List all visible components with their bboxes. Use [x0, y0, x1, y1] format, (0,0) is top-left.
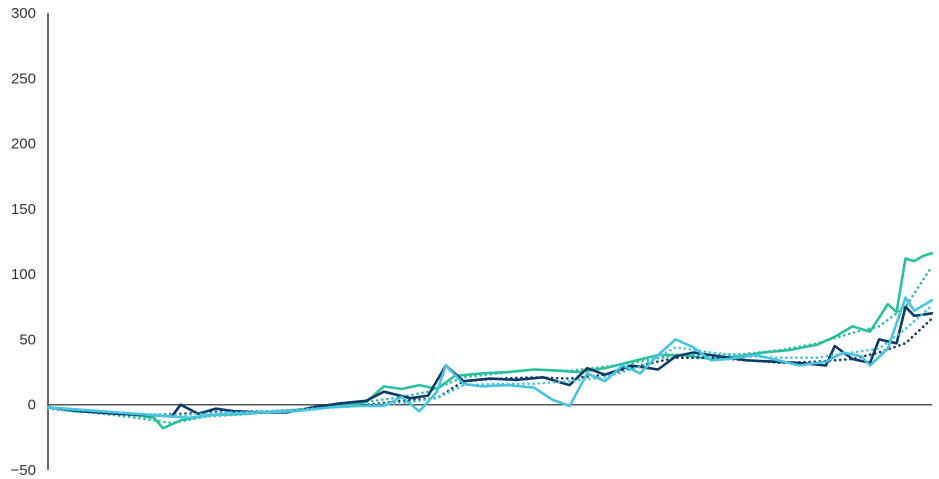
y-tick-label: 250	[11, 70, 36, 87]
y-tick-labels: 300 250 200 150 100 50 0 −50	[11, 5, 36, 479]
y-tick-label: −50	[11, 462, 36, 479]
series-line-3	[46, 305, 934, 418]
series-lines	[46, 252, 934, 430]
y-tick-label: 50	[19, 331, 36, 348]
y-tick-label: 100	[11, 266, 36, 283]
series-line-2	[46, 264, 934, 425]
series-line-1	[46, 252, 934, 430]
y-tick-label: 150	[11, 201, 36, 218]
series-line-5	[46, 296, 934, 420]
y-tick-label: 200	[11, 136, 36, 153]
y-tick-label: 300	[11, 5, 36, 22]
y-tick-label: 0	[28, 397, 36, 414]
series-line-4	[46, 317, 934, 417]
series-line-6	[46, 304, 934, 417]
